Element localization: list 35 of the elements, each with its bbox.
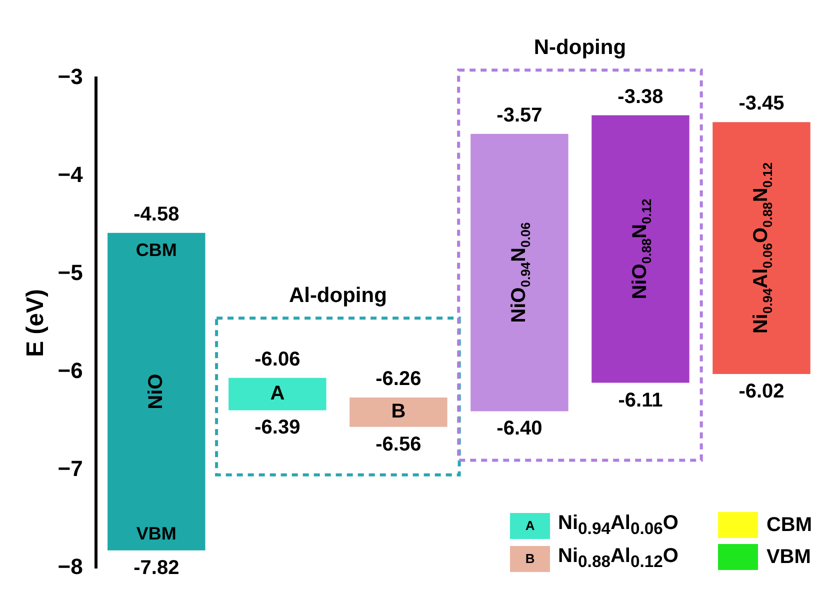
y-tick-label: −3 bbox=[58, 64, 83, 90]
annotation: VBM bbox=[766, 546, 811, 568]
x-tick-label: A bbox=[270, 382, 285, 405]
annotation: -3.57 bbox=[496, 104, 542, 126]
annotation: Ni$_{0.94}$Al$_{0.06}$O bbox=[558, 512, 678, 539]
annotation: -3.45 bbox=[738, 92, 784, 115]
annotation: -6.26 bbox=[376, 368, 422, 390]
annotation: -3.38 bbox=[618, 86, 664, 108]
annotation: -6.11 bbox=[618, 389, 663, 412]
annotation: CBM bbox=[766, 514, 812, 536]
text: N-doping bbox=[534, 36, 626, 59]
y-tick-label: −4 bbox=[58, 162, 84, 188]
annotation: Al-doping bbox=[288, 284, 387, 307]
x-tick-label: B bbox=[391, 400, 406, 423]
annotation: -6.02 bbox=[738, 380, 784, 402]
swatch: B bbox=[510, 546, 550, 572]
annotation: Ni$_{0.88}$Al$_{0.12}$O bbox=[558, 545, 678, 572]
annotation: CBM bbox=[136, 240, 177, 260]
x-tick-label: Ni0.94Al0.06O0.88N0.12 bbox=[750, 162, 776, 334]
annotation: -4.58 bbox=[134, 203, 180, 226]
swatch: A bbox=[510, 512, 550, 538]
x-tick-label: NiO bbox=[144, 374, 167, 410]
annotation: -6.06 bbox=[254, 348, 300, 370]
y-axis-title: E (eV) bbox=[22, 288, 50, 358]
y-tick-label: −7 bbox=[58, 456, 83, 482]
annotation: -7.82 bbox=[134, 556, 180, 579]
y-tick-label: −8 bbox=[58, 554, 83, 580]
x-tick-label: NiO0.88N0.12 bbox=[628, 198, 654, 300]
annotation: VBM bbox=[136, 523, 176, 544]
y-tick-label: −6 bbox=[58, 358, 83, 384]
x-tick-label: NiO0.94N0.06 bbox=[508, 222, 534, 323]
annotation: -6.56 bbox=[376, 433, 422, 456]
annotation: -6.40 bbox=[496, 418, 542, 440]
y-tick-label: −5 bbox=[58, 260, 83, 286]
annotation: -6.39 bbox=[254, 416, 300, 439]
